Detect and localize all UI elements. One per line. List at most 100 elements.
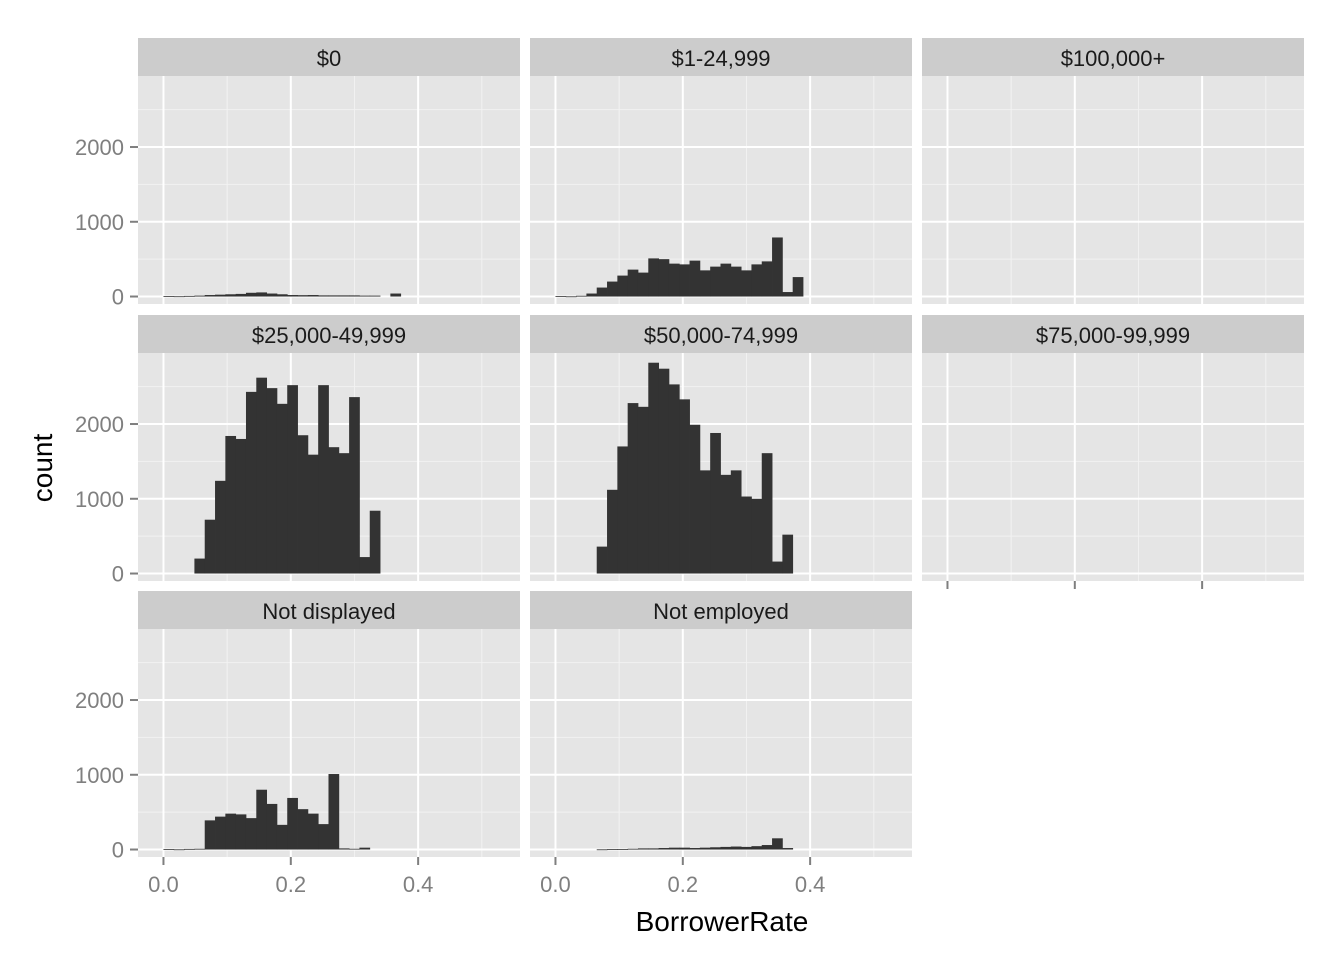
facet-label: Not displayed — [262, 599, 395, 624]
histogram-bar — [679, 264, 690, 297]
histogram-bar — [782, 534, 794, 574]
histogram-bar — [689, 848, 701, 850]
histogram-bar — [204, 519, 216, 574]
y-tick-label: 0 — [112, 838, 124, 863]
histogram-bar — [772, 237, 783, 297]
histogram-bar — [782, 848, 794, 850]
x-tick-label: 0.4 — [403, 872, 434, 897]
facet-strip — [138, 38, 520, 76]
histogram-bar — [245, 391, 257, 574]
histogram-bar — [761, 845, 773, 850]
histogram-bar — [194, 558, 206, 574]
histogram-bar — [637, 272, 649, 297]
histogram-bar — [679, 847, 690, 850]
histogram-bar — [761, 261, 773, 297]
histogram-bar — [307, 454, 319, 574]
facet-strip — [138, 591, 520, 629]
histogram-bar — [338, 295, 350, 297]
y-axis-title: count — [27, 434, 58, 503]
panel-background — [530, 629, 912, 857]
y-tick-label: 1000 — [75, 763, 124, 788]
histogram-bar — [297, 295, 309, 297]
facet-panel: Not displayed 0 1000 2000 0.0 0.2 0.4 — [75, 591, 520, 897]
histogram-bar — [741, 846, 752, 850]
facet-strip — [922, 315, 1304, 353]
y-tick-label: 2000 — [75, 688, 124, 713]
histogram-bar — [287, 797, 298, 850]
histogram-bar — [761, 453, 773, 574]
panel-background — [922, 353, 1304, 581]
histogram-bar — [772, 838, 783, 850]
histogram-bar — [338, 453, 350, 574]
histogram-bar — [751, 498, 763, 574]
y-tick-label: 0 — [112, 285, 124, 310]
histogram-bar — [782, 292, 794, 297]
histogram-bar — [245, 292, 257, 297]
histogram-bar — [648, 848, 660, 850]
histogram-bar — [266, 293, 278, 297]
histogram-bar — [359, 295, 371, 297]
histogram-bar — [256, 377, 268, 574]
histogram-bar — [215, 816, 226, 850]
facet-label: $50,000-74,999 — [644, 323, 798, 348]
histogram-bar — [720, 846, 732, 850]
histogram-bar — [668, 263, 680, 297]
panel-background — [138, 76, 520, 304]
histogram-bar — [349, 848, 360, 850]
histogram-bar — [741, 270, 752, 297]
histogram-bar — [658, 848, 670, 850]
histogram-bar — [699, 470, 711, 574]
histogram-bar — [266, 803, 278, 850]
facet-label: $1-24,999 — [671, 46, 770, 71]
histogram-bar — [617, 446, 629, 574]
histogram-bar — [307, 813, 319, 850]
facet-panel: $75,000-99,999 — [922, 315, 1304, 589]
histogram-bar — [627, 403, 639, 574]
y-tick-label: 2000 — [75, 412, 124, 437]
facet-panel: $50,000-74,999 — [530, 315, 912, 581]
histogram-bar — [276, 294, 288, 297]
facet-panel: $0 0 1000 2000 — [75, 38, 520, 310]
histogram-bar — [617, 849, 629, 850]
histogram-bar — [194, 295, 206, 297]
histogram-bar — [710, 266, 721, 297]
histogram-bar — [173, 296, 185, 298]
histogram-bar — [359, 847, 371, 850]
facet-strip — [138, 315, 520, 353]
x-tick-label: 0.0 — [540, 872, 571, 897]
histogram-bar — [276, 824, 288, 850]
histogram-bar — [596, 849, 608, 851]
histogram-bar — [225, 813, 237, 850]
histogram-bar — [204, 295, 216, 297]
histogram-bar — [328, 447, 340, 574]
histogram-bar — [637, 406, 649, 574]
histogram-bar — [668, 384, 680, 574]
histogram-bar — [637, 848, 649, 850]
histogram-bar — [225, 294, 237, 297]
histogram-bar — [658, 368, 670, 574]
histogram-bar — [730, 470, 742, 574]
facet-label: Not employed — [653, 599, 789, 624]
histogram-bar — [204, 820, 216, 850]
histogram-bar — [194, 848, 206, 850]
histogram-bar — [627, 269, 639, 297]
histogram-bar — [710, 847, 721, 850]
facet-panel: $25,000-49,999 0 1000 2000 — [75, 315, 520, 587]
histogram-bar — [741, 496, 752, 574]
histogram-bar — [163, 296, 175, 297]
histogram-bar — [266, 388, 278, 574]
histogram-bar — [607, 849, 618, 850]
histogram-bar — [307, 295, 319, 297]
y-tick-label: 0 — [112, 562, 124, 587]
histogram-bar — [720, 474, 732, 574]
histogram-bar — [586, 293, 598, 297]
x-tick-label: 0.0 — [148, 872, 179, 897]
histogram-bar — [668, 847, 680, 850]
histogram-bar — [297, 435, 309, 574]
histogram-bar — [297, 809, 309, 850]
histogram-bar — [751, 264, 763, 297]
histogram-bar — [720, 263, 732, 297]
histogram-bar — [596, 287, 608, 297]
histogram-bar — [328, 774, 340, 850]
